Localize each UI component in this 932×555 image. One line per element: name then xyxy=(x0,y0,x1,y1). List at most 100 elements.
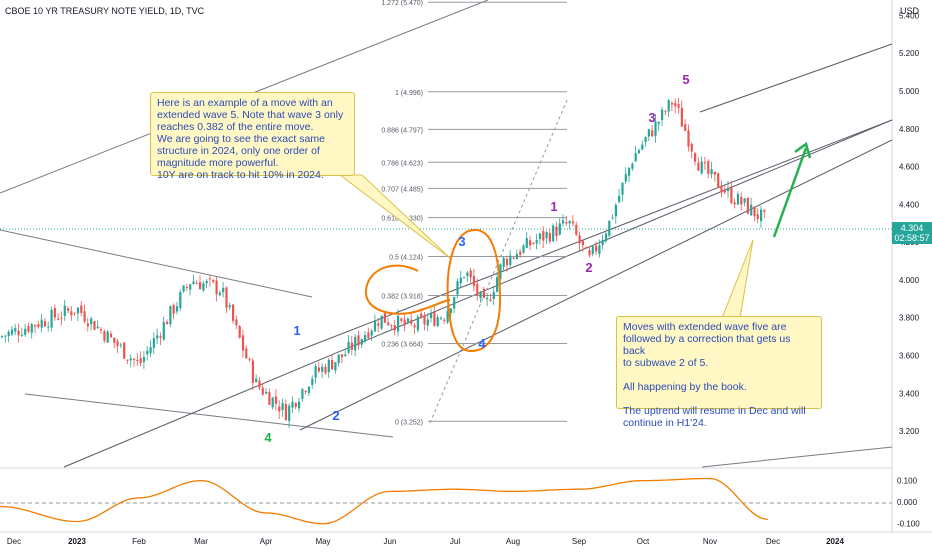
note-correction[interactable]: Moves with extended wave five are followe… xyxy=(616,316,822,429)
candle-body xyxy=(90,318,93,325)
time-tick-label: Mar xyxy=(194,537,208,546)
candle-body xyxy=(413,325,416,328)
candle-body xyxy=(545,232,548,239)
price-tick-label: 3.200 xyxy=(899,427,920,436)
candle-body xyxy=(753,206,756,217)
candle-body xyxy=(608,220,611,236)
projection-arrow-head[interactable] xyxy=(794,141,812,159)
candle-body xyxy=(667,100,670,112)
candle-body xyxy=(397,315,400,332)
candle-body xyxy=(400,318,403,321)
candle-body xyxy=(624,174,627,182)
candle-body xyxy=(383,312,386,323)
candle-body xyxy=(697,162,700,171)
candle-body xyxy=(515,254,518,260)
candle-body xyxy=(40,319,43,328)
candle-body xyxy=(76,307,80,314)
candle-body xyxy=(159,336,162,338)
candle-body xyxy=(281,402,284,411)
candle-body xyxy=(571,221,575,224)
fib-level-label: 1 (4.996) xyxy=(395,90,423,97)
candle-body xyxy=(690,143,693,152)
candle-body xyxy=(595,245,598,252)
wave-label-green[interactable]: 4 xyxy=(264,430,272,445)
candle-body xyxy=(562,220,565,224)
oscillator-axis[interactable]: 0.100 0.000 -0.100 xyxy=(897,477,920,529)
candle-body xyxy=(588,250,591,256)
price-tick-label: 5.400 xyxy=(899,11,920,20)
candle-body xyxy=(7,331,10,337)
candle-body xyxy=(298,401,301,409)
candle-body xyxy=(509,255,512,265)
candle-body xyxy=(730,186,733,203)
time-tick-label: 2024 xyxy=(826,537,844,546)
note-line: We are going to see the exact same xyxy=(157,133,325,145)
candle-body xyxy=(202,283,205,291)
trend-line-oscillator[interactable] xyxy=(701,446,893,468)
candle-body xyxy=(439,317,443,319)
candle-body xyxy=(459,277,462,284)
price-tick-label: 4.400 xyxy=(899,200,920,209)
candle-body xyxy=(750,204,753,216)
candle-body xyxy=(350,342,353,350)
note-line: continue in H1'24. xyxy=(623,417,707,429)
wave-label-blue[interactable]: 4 xyxy=(478,336,486,351)
channel-lower[interactable] xyxy=(299,139,893,431)
channel-upper[interactable] xyxy=(299,119,893,351)
candle-body xyxy=(278,406,281,412)
time-tick-label: Apr xyxy=(260,537,273,546)
candle-body xyxy=(284,404,287,421)
candle-body xyxy=(644,136,647,143)
candle-body xyxy=(380,315,383,329)
circle-annotation-wave3[interactable] xyxy=(446,228,502,353)
candle-body xyxy=(578,235,581,244)
wave-label-purple[interactable]: 1 xyxy=(550,199,557,214)
candle-body xyxy=(568,220,571,224)
time-axis[interactable]: Dec 2023 Feb Mar Apr May Jun Jul Aug Sep Oct Nov Dec… xyxy=(7,537,845,546)
trend-line-lower-base[interactable] xyxy=(24,393,394,438)
candle-body xyxy=(482,288,485,298)
candle-body xyxy=(446,311,449,323)
fib-level-label: 0.236 (3.664) xyxy=(381,341,423,348)
candle-body xyxy=(288,405,291,421)
note-line: reaches 0.382 of the entire move. xyxy=(157,121,314,133)
candle-body xyxy=(324,366,327,374)
candle-body xyxy=(430,313,433,319)
candle-body xyxy=(106,331,109,343)
candle-body xyxy=(591,246,594,254)
channel-wide-upper[interactable] xyxy=(699,43,893,113)
candle-body xyxy=(129,358,132,361)
wave-label-blue[interactable]: 1 xyxy=(293,323,300,338)
projection-arrow-shaft[interactable] xyxy=(772,147,808,238)
candle-body xyxy=(614,204,617,217)
candle-body xyxy=(152,338,155,348)
candle-body xyxy=(340,354,344,358)
time-tick-label: Oct xyxy=(637,537,650,546)
candle-body xyxy=(661,109,664,121)
candle-body xyxy=(208,278,212,280)
circle-annotation-left[interactable] xyxy=(364,264,451,315)
wave-label-blue[interactable]: 3 xyxy=(458,234,465,249)
candle-body xyxy=(139,358,142,364)
note-wave5-example[interactable]: Here is an example of a move with an exte… xyxy=(150,92,355,181)
wave-label-purple[interactable]: 5 xyxy=(682,72,689,87)
candle-body xyxy=(403,319,406,326)
candle-body xyxy=(519,251,522,255)
candle-body xyxy=(740,196,743,205)
wave-label-blue[interactable]: 2 xyxy=(332,408,339,423)
trend-line-descending[interactable] xyxy=(0,229,313,298)
candle-body xyxy=(387,322,390,325)
note-line: to subwave 2 of 5. xyxy=(623,357,709,369)
note-line: Here is an example of a move with an xyxy=(157,97,333,109)
candle-body xyxy=(746,197,749,214)
fib-diagonal[interactable] xyxy=(429,99,568,424)
time-tick-label: Sep xyxy=(572,537,587,546)
wave-label-purple[interactable]: 3 xyxy=(648,110,655,125)
candle-body xyxy=(423,316,426,325)
wave-label-purple[interactable]: 2 xyxy=(585,260,592,275)
candle-body xyxy=(73,312,76,314)
candle-body xyxy=(291,401,294,408)
last-price-value: 4.304 xyxy=(900,223,924,233)
